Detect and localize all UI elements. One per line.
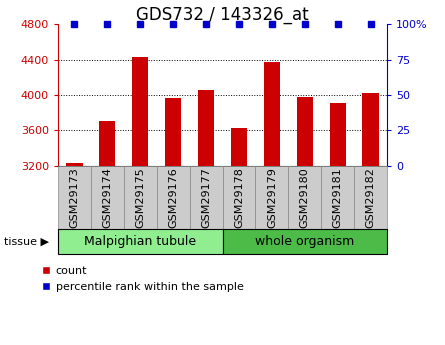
Bar (264, 62, 280, 166)
Text: GSM29173: GSM29173 (69, 167, 79, 228)
Bar (330, 103, 346, 166)
Text: GSM29174: GSM29174 (102, 167, 112, 228)
Text: GSM29178: GSM29178 (234, 167, 244, 228)
Legend: count, percentile rank within the sample: count, percentile rank within the sample (41, 266, 243, 292)
Text: whole organism: whole organism (255, 235, 355, 248)
Text: GSM29181: GSM29181 (333, 167, 343, 228)
Text: GSM29182: GSM29182 (366, 167, 376, 228)
Text: GSM29177: GSM29177 (201, 167, 211, 228)
Text: GSM29179: GSM29179 (267, 167, 277, 228)
Bar (132, 57, 149, 166)
Text: GSM29175: GSM29175 (135, 167, 145, 228)
Text: tissue ▶: tissue ▶ (4, 237, 49, 246)
Bar (165, 98, 182, 166)
Bar (362, 93, 379, 166)
Title: GDS732 / 143326_at: GDS732 / 143326_at (136, 6, 309, 24)
Bar (198, 90, 214, 166)
Bar (231, 128, 247, 166)
Bar (99, 121, 116, 166)
Text: GSM29180: GSM29180 (300, 167, 310, 228)
Text: GSM29176: GSM29176 (168, 167, 178, 228)
Text: Malpighian tubule: Malpighian tubule (84, 235, 196, 248)
Bar (296, 97, 313, 166)
Bar (66, 163, 83, 166)
